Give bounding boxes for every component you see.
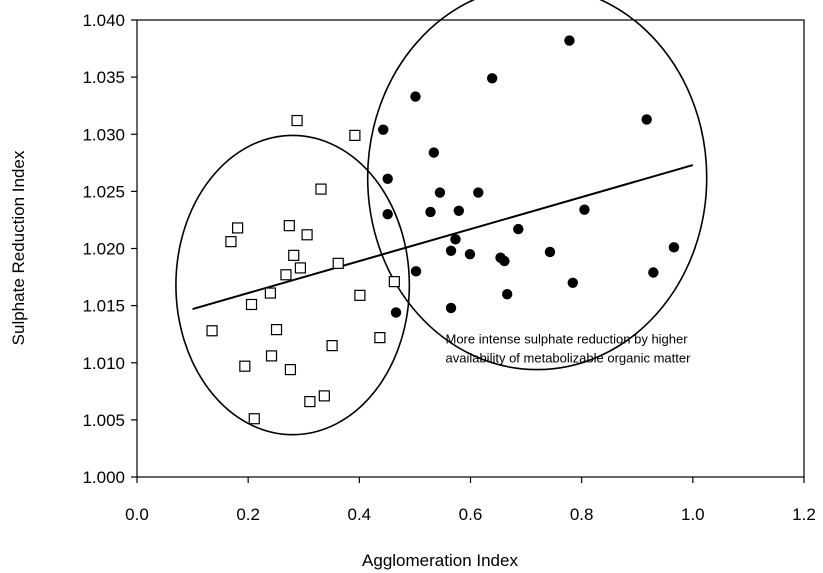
plot-area-frame — [136, 19, 805, 478]
open-square-point — [270, 324, 283, 336]
filled-circle-point — [513, 223, 524, 235]
open-square-point — [280, 269, 292, 281]
y-tick-label: 1.030 — [82, 125, 125, 144]
filled-circle-point — [486, 73, 498, 84]
x-tick-label: 0.6 — [459, 505, 483, 524]
x-axis-title: Agglomeration Index — [362, 551, 518, 570]
x-axis: 0.0 0.2 0.4 0.6 0.8 1.0 1.2 — [125, 477, 816, 524]
data-points — [206, 35, 680, 425]
y-tick-label: 1.035 — [82, 68, 125, 87]
filled-circle-point — [579, 204, 590, 215]
open-square-point — [326, 340, 338, 352]
open-square-point — [315, 183, 327, 195]
filled-circle-point — [668, 242, 680, 253]
filled-circle-point — [501, 289, 513, 300]
filled-circle-point — [382, 173, 393, 185]
cluster-ellipse — [366, 0, 708, 371]
open-square-point — [294, 262, 307, 274]
x-tick-label: 0.2 — [236, 505, 260, 524]
filled-circle-point — [410, 91, 421, 102]
open-square-point — [332, 257, 344, 269]
x-tick-label: 0.0 — [125, 505, 149, 524]
x-tick-label: 0.4 — [348, 505, 372, 524]
y-tick-label: 1.005 — [82, 411, 125, 430]
x-tick-label: 0.8 — [570, 505, 594, 524]
open-square-point — [283, 220, 295, 232]
open-square-point — [349, 129, 361, 141]
filled-circle-point — [378, 124, 389, 135]
trend-line-group — [192, 164, 694, 311]
annotation: More intense sulphate reduction by highe… — [445, 331, 691, 365]
open-square-point — [318, 390, 330, 402]
open-square-point — [265, 350, 278, 362]
filled-circle-point — [473, 187, 484, 198]
open-square-point — [248, 413, 260, 425]
trend-line — [192, 164, 694, 311]
open-square-point — [225, 236, 237, 248]
filled-circle-point — [648, 267, 659, 278]
filled-circle-point — [464, 249, 476, 260]
filled-circle-point — [445, 302, 457, 314]
annotation-line: More intense sulphate reduction by highe… — [445, 331, 688, 346]
y-axis-title: Sulphate Reduction Index — [9, 150, 28, 345]
filled-circle-point — [453, 205, 465, 216]
y-tick-label: 1.040 — [82, 11, 125, 30]
filled-circle-point — [382, 209, 393, 220]
filled-circle-point — [425, 206, 436, 218]
filled-circle-point — [499, 255, 510, 267]
open-square-point — [245, 298, 258, 311]
x-tick-label: 1.2 — [792, 505, 816, 524]
filled-circle-point — [544, 246, 556, 258]
y-axis: 1.000 1.005 1.010 1.015 1.020 1.025 1.030 1.035… — [82, 11, 137, 487]
open-square-point — [284, 364, 297, 376]
cluster-ellipses — [175, 0, 708, 436]
open-square-point — [354, 289, 366, 301]
cluster-ellipse — [175, 134, 411, 436]
annotation-line: availability of metabolizable organic ma… — [445, 350, 691, 365]
filled-circle-point — [450, 234, 461, 245]
open-square-point — [239, 360, 251, 372]
filled-circle-point — [445, 245, 457, 256]
open-square-point — [301, 229, 313, 241]
open-square-point — [264, 287, 276, 299]
filled-circle-point — [410, 266, 422, 277]
open-square-point — [374, 332, 386, 344]
y-tick-label: 1.025 — [82, 182, 125, 201]
filled-circle-point — [434, 187, 446, 198]
open-square-point — [206, 325, 218, 337]
filled-circle-point — [641, 114, 652, 125]
filled-circle-point — [564, 35, 575, 46]
y-tick-label: 1.015 — [82, 297, 125, 316]
open-square-point — [388, 276, 400, 288]
open-square-point — [288, 249, 300, 261]
filled-circle-point — [567, 277, 578, 288]
open-square-point — [304, 395, 316, 408]
y-tick-label: 1.010 — [82, 354, 125, 373]
y-tick-label: 1.020 — [82, 240, 125, 259]
x-tick-label: 1.0 — [681, 505, 705, 524]
open-square-point — [232, 222, 244, 234]
open-square-point — [291, 114, 303, 127]
y-tick-label: 1.000 — [82, 468, 125, 487]
filled-circle-point — [390, 307, 402, 318]
filled-circle-point — [428, 147, 440, 158]
